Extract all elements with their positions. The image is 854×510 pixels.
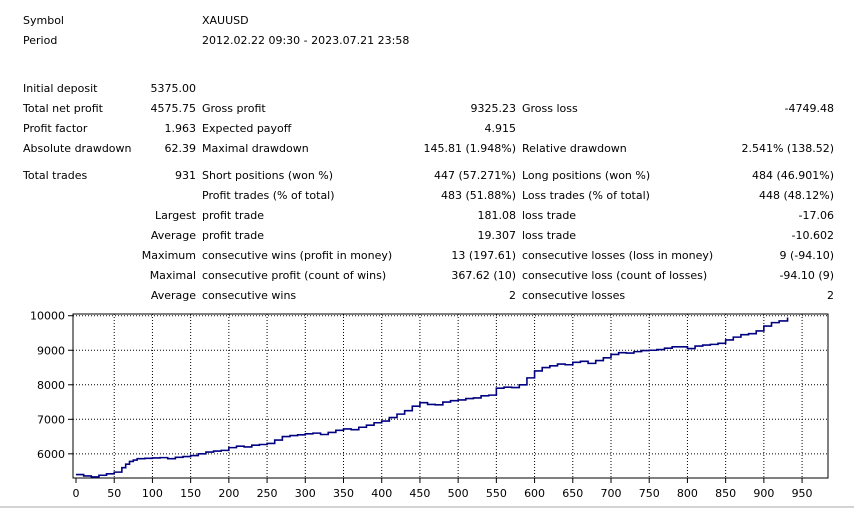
x-tick-label: 850 [715, 487, 736, 500]
total-trades-value: 931 [175, 169, 196, 182]
absolute-drawdown-label: Absolute drawdown [23, 142, 132, 155]
x-tick-label: 150 [180, 487, 201, 500]
chart-tick-labels: 0 50 100 150 200 250 300 350 400 450 500 550 600 650 7… [30, 310, 813, 500]
total-trades-label: Total trades [23, 169, 88, 182]
x-tick-label: 600 [524, 487, 545, 500]
chart-ticks [68, 315, 803, 483]
plot-frame [72, 313, 829, 479]
average-consecutive-prefix: Average [150, 289, 196, 302]
x-tick-label: 500 [448, 487, 469, 500]
long-positions-value: 484 (46.901%) [751, 169, 834, 182]
x-tick-label: 650 [562, 487, 583, 500]
x-tick-label: 0 [73, 487, 80, 500]
profit-factor-label: Profit factor [23, 122, 88, 135]
loss-trades-label: Loss trades (% of total) [522, 189, 650, 202]
maximum-prefix: Maximum [141, 249, 196, 262]
x-tick-label: 550 [486, 487, 507, 500]
average-consecutive-losses-label: consecutive losses [522, 289, 626, 302]
maximal-consecutive-loss-label: consecutive loss (count of losses) [522, 269, 708, 282]
average-loss-trade-label: loss trade [522, 229, 577, 242]
symbol-value: XAUUSD [202, 14, 249, 27]
y-tick-label: 10000 [30, 310, 65, 323]
average-consecutive-losses-value: 2 [827, 289, 834, 302]
max-consecutive-losses-value: 9 (-94.10) [779, 249, 834, 262]
short-positions-value: 447 (57.271%) [433, 169, 516, 182]
balance-line [76, 317, 789, 478]
maximal-prefix: Maximal [149, 269, 196, 282]
initial-deposit-value: 5375.00 [150, 82, 197, 95]
max-consecutive-wins-value: 13 (197.61) [451, 249, 516, 262]
average-loss-trade-value: -10.602 [791, 229, 834, 242]
x-tick-label: 300 [295, 487, 316, 500]
gross-loss-label: Gross loss [522, 102, 578, 115]
x-tick-label: 400 [371, 487, 392, 500]
y-tick-label: 6000 [37, 448, 65, 461]
chart-grid [73, 314, 828, 478]
long-positions-label: Long positions (won %) [522, 169, 651, 182]
total-net-profit-value: 4575.75 [150, 102, 197, 115]
bottom-border [0, 506, 854, 508]
x-tick-label: 800 [677, 487, 698, 500]
profit-trades-label: Profit trades (% of total) [202, 189, 335, 202]
x-tick-label: 250 [257, 487, 278, 500]
gross-profit-value: 9325.23 [470, 102, 517, 115]
maximal-drawdown-value: 145.81 (1.948%) [423, 142, 516, 155]
average-consecutive-wins-value: 2 [509, 289, 516, 302]
short-positions-label: Short positions (won %) [202, 169, 334, 182]
maximal-drawdown-label: Maximal drawdown [202, 142, 309, 155]
gross-profit-label: Gross profit [202, 102, 266, 115]
x-tick-label: 750 [639, 487, 660, 500]
maximal-consecutive-loss-value: -94.10 (9) [779, 269, 834, 282]
x-tick-label: 200 [218, 487, 239, 500]
largest-profit-trade-value: 181.08 [477, 209, 517, 222]
x-tick-label: 700 [601, 487, 622, 500]
x-tick-label: 50 [107, 487, 121, 500]
period-value: 2012.02.22 09:30 - 2023.07.21 23:58 [202, 34, 410, 47]
profit-trades-value: 483 (51.88%) [440, 189, 516, 202]
largest-loss-trade-label: loss trade [522, 209, 577, 222]
expected-payoff-label: Expected payoff [202, 122, 292, 135]
gross-loss-value: -4749.48 [784, 102, 834, 115]
x-tick-label: 900 [753, 487, 774, 500]
loss-trades-value: 448 (48.12%) [758, 189, 834, 202]
y-tick-label: 9000 [37, 344, 65, 357]
x-tick-label: 450 [409, 487, 430, 500]
average-prefix: Average [150, 229, 196, 242]
x-tick-label: 950 [792, 487, 813, 500]
initial-deposit-label: Initial deposit [23, 82, 98, 95]
balance-chart: 0 50 100 150 200 250 300 350 400 450 500 550 600 650 7… [30, 310, 829, 500]
absolute-drawdown-value: 62.39 [164, 142, 197, 155]
max-consecutive-wins-label: consecutive wins (profit in money) [202, 249, 393, 262]
x-tick-label: 100 [142, 487, 163, 500]
maximal-consecutive-profit-value: 367.62 (10) [451, 269, 516, 282]
expected-payoff-value: 4.915 [484, 122, 517, 135]
period-label: Period [23, 34, 58, 47]
relative-drawdown-label: Relative drawdown [522, 142, 627, 155]
symbol-label: Symbol [23, 14, 64, 27]
average-consecutive-wins-label: consecutive wins [202, 289, 297, 302]
largest-loss-trade-value: -17.06 [798, 209, 834, 222]
largest-prefix: Largest [155, 209, 196, 222]
largest-profit-trade-label: profit trade [202, 209, 265, 222]
y-tick-label: 7000 [37, 413, 65, 426]
y-tick-label: 8000 [37, 379, 65, 392]
profit-factor-value: 1.963 [164, 122, 197, 135]
maximal-consecutive-profit-label: consecutive profit (count of wins) [202, 269, 387, 282]
max-consecutive-losses-label: consecutive losses (loss in money) [522, 249, 714, 262]
average-profit-trade-value: 19.307 [477, 229, 517, 242]
total-net-profit-label: Total net profit [23, 102, 103, 115]
relative-drawdown-value: 2.541% (138.52) [741, 142, 834, 155]
x-tick-label: 350 [333, 487, 354, 500]
average-profit-trade-label: profit trade [202, 229, 265, 242]
